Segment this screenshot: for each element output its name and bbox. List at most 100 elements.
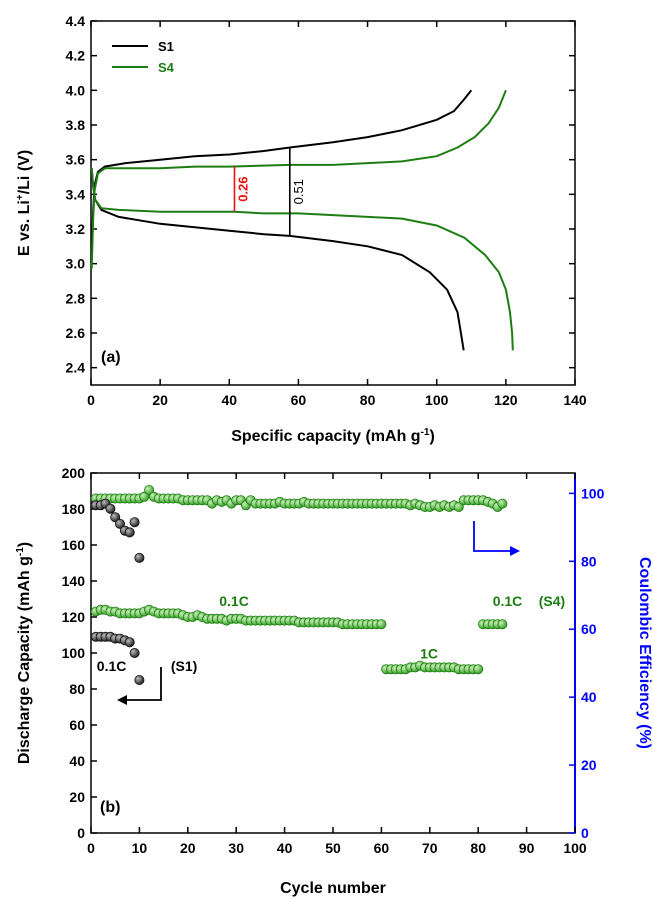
panel-b: 0 10 20 30 40 50 60 70 80 90 100 0 20 40 60 80 100 120 140…: [15, 465, 653, 897]
s1-ce-point: [134, 552, 145, 563]
rate-label-3: 1C: [420, 645, 438, 661]
y-tick-label: 3.8: [66, 117, 86, 133]
panel-a-y-axis-label: E vs. Li+/Li (V): [15, 150, 33, 256]
b-x-tick-label: 40: [277, 840, 293, 856]
panel-b-plot-frame: [90, 472, 576, 834]
legend-s4-label: S4: [158, 60, 175, 75]
b-y-tick-label: 40: [69, 753, 85, 769]
s1-ce-point: [110, 512, 121, 523]
y-label-sup: +: [15, 194, 26, 200]
panel-b-points: [90, 484, 508, 686]
rate-label-2: 0.1C: [219, 593, 249, 609]
x-tick-label: 100: [425, 392, 449, 408]
y-label-post: /Li (V): [16, 150, 33, 194]
x-label-end: ): [429, 428, 434, 445]
panel-b-y-axis-label: Discharge Capacity (mAh g-1): [15, 542, 33, 764]
panel-b-ticks: 0 10 20 30 40 50 60 70 80 90 100 0 20 40 60 80 100 120 140…: [62, 465, 605, 856]
s1-ce-point: [129, 517, 140, 528]
rate-label-5: (S4): [539, 593, 565, 609]
b-y2-tick-label: 60: [581, 621, 597, 637]
b-y-tick-label: 160: [62, 537, 86, 553]
s4-ce-point: [497, 498, 508, 509]
b-x-tick-label: 100: [563, 840, 587, 856]
b-y-label-sup: -1: [15, 547, 26, 556]
b-y-tick-label: 200: [62, 465, 86, 481]
b-x-tick-label: 0: [87, 840, 95, 856]
y-tick-label: 3.2: [66, 221, 86, 237]
left-arrow-head: [117, 695, 127, 705]
b-y-label-post: ): [16, 542, 33, 547]
y-label-pre: E vs. Li: [16, 200, 33, 256]
panel-a-ticks: 0 20 40 60 80 100 120 140 2.4 2.6 2.8 3.0 3.2 3.4 3.6 3…: [66, 13, 587, 408]
y-tick-label: 2.6: [66, 325, 86, 341]
b-y2-tick-label: 80: [581, 553, 597, 569]
voltage-gap-label-1: 0.51: [291, 179, 306, 204]
series-s1-charge-line: [90, 89, 473, 256]
panel-b-x-axis-label: Cycle number: [280, 880, 386, 897]
panel-b-left-arrow: [117, 667, 162, 705]
left-arrow-line: [125, 667, 162, 701]
y-tick-label: 3.4: [66, 186, 86, 202]
s1-ce-point: [105, 503, 116, 514]
y-tick-label: 4.0: [66, 82, 86, 98]
panel-b-annotations: 0.1C (S1) 0.1C 1C 0.1C (S4): [97, 593, 565, 674]
s4-ce-point: [144, 484, 155, 495]
s1-capacity-point: [124, 637, 135, 648]
b-y2-tick-label: 40: [581, 689, 597, 705]
b-y-tick-label: 180: [62, 501, 86, 517]
b-y-tick-label: 120: [62, 609, 86, 625]
panel-a: 0 20 40 60 80 100 120 140 2.4 2.6 2.8 3.0 3.2 3.4 3.6 3…: [15, 13, 587, 445]
b-y-tick-label: 100: [62, 645, 86, 661]
right-arrow-head: [510, 546, 520, 556]
panel-b-right-arrow: [473, 521, 520, 556]
panel-a-label: (a): [101, 349, 121, 366]
y-tick-label: 4.4: [66, 13, 86, 29]
s1-ce-point: [124, 527, 135, 538]
s4-capacity-point: [376, 619, 387, 630]
rate-label-0: 0.1C: [97, 658, 127, 674]
s1-ce-point: [115, 518, 126, 529]
y-tick-label: 2.4: [66, 360, 86, 376]
x-tick-label: 120: [494, 392, 518, 408]
panel-b-ce-axis-label: Coulombic Efficiency (%): [636, 557, 653, 749]
rate-label-4: 0.1C: [493, 593, 523, 609]
legend-s1-label: S1: [158, 39, 174, 54]
series-s1-discharge-line: [90, 168, 465, 351]
b-x-tick-label: 80: [470, 840, 486, 856]
panel-b-label: (b): [100, 799, 120, 816]
b-y2-tick-label: 100: [581, 485, 605, 501]
panel-a-annotations: 0.26 0.51: [233, 147, 306, 236]
b-y-tick-label: 140: [62, 573, 86, 589]
b-x-tick-label: 20: [180, 840, 196, 856]
b-x-tick-label: 50: [325, 840, 341, 856]
right-arrow-line: [473, 521, 512, 552]
b-y-tick-label: 0: [77, 825, 85, 841]
s4-ce-point: [139, 491, 150, 502]
b-y-label-pre: Discharge Capacity (mAh g: [16, 556, 33, 764]
x-tick-label: 0: [87, 392, 95, 408]
b-x-tick-label: 90: [519, 840, 535, 856]
x-tick-label: 80: [360, 392, 376, 408]
b-y-tick-label: 60: [69, 717, 85, 733]
s1-capacity-point: [134, 675, 145, 686]
y-tick-label: 3.6: [66, 152, 86, 168]
rate-label-1: (S1): [171, 658, 197, 674]
y-tick-label: 4.2: [66, 48, 86, 64]
x-tick-label: 140: [563, 392, 587, 408]
b-y-tick-label: 80: [69, 681, 85, 697]
panel-a-plot-frame: [90, 20, 576, 386]
s4-capacity-point: [497, 619, 508, 630]
b-x-tick-label: 30: [228, 840, 244, 856]
panel-a-legend: S1 S4: [112, 39, 175, 75]
b-x-tick-label: 70: [422, 840, 438, 856]
s4-ce-point: [453, 501, 464, 512]
s1-capacity-point: [129, 648, 140, 659]
series-s4-discharge-line: [90, 168, 514, 351]
b-y-tick-label: 20: [69, 789, 85, 805]
panel-a-x-axis-label: Specific capacity (mAh g-1): [231, 427, 435, 445]
x-tick-label: 60: [291, 392, 307, 408]
b-x-tick-label: 60: [374, 840, 390, 856]
panel-a-curves: [90, 89, 514, 351]
b-x-tick-label: 10: [132, 840, 148, 856]
